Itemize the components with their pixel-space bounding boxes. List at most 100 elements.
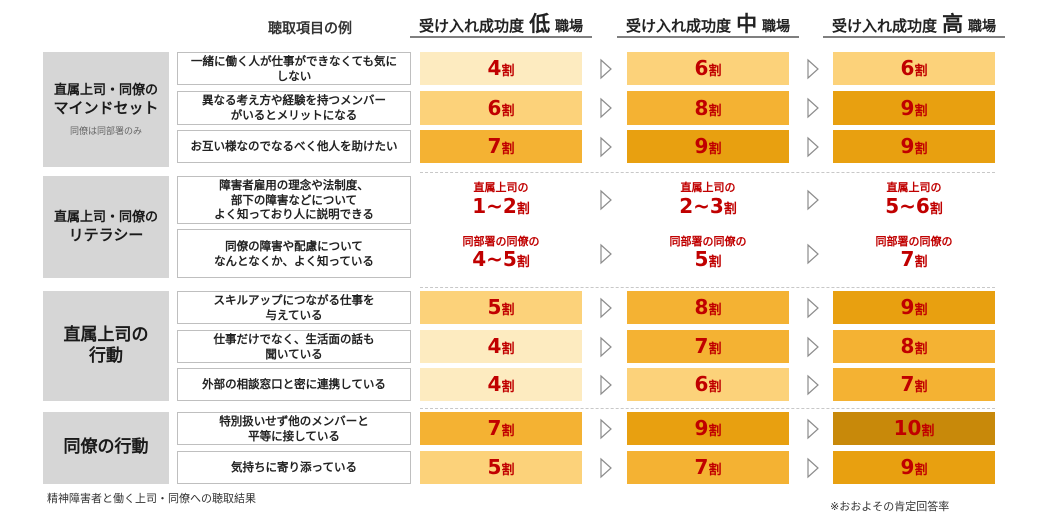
rate-value: 6割 <box>695 57 722 80</box>
survey-item: お互い様なのでなるべく他人を助けたい <box>177 130 411 163</box>
rate-value: 8割 <box>901 335 928 358</box>
rate-label: 直属上司の <box>680 181 736 195</box>
rate-unit: 割 <box>914 64 928 79</box>
survey-item: 特別扱いせず他のメンバーと 平等に接している <box>177 412 411 445</box>
group-separator <box>420 287 995 288</box>
rate-number: 7 <box>487 134 502 158</box>
rate-number: 4 <box>487 56 502 80</box>
rate-value: 9割 <box>695 417 722 440</box>
survey-item: 仕事だけでなく、生活面の話も 聞いている <box>177 330 411 363</box>
rate-value: 4~5割 <box>472 248 530 271</box>
rate-unit: 割 <box>516 255 530 271</box>
rate-cell: 4割 <box>420 368 582 401</box>
survey-item: 同僚の障害や配慮について なんとなくか、よく知っている <box>177 229 411 278</box>
rate-value: 7割 <box>901 248 928 271</box>
rate-cell: 6割 <box>627 368 789 401</box>
column-header-underline <box>410 36 592 38</box>
rate-number: 5 <box>487 455 502 479</box>
rate-unit: 割 <box>708 342 722 357</box>
example-items-header: 聴取項目の例 <box>268 21 352 37</box>
rate-unit: 割 <box>914 103 928 119</box>
group-title: 直属上司の 行動 <box>64 325 149 368</box>
chevron-right-icon <box>600 297 612 318</box>
survey-item: スキルアップにつながる仕事を 与えている <box>177 291 411 324</box>
group-title-line: 直属上司の <box>63 324 149 345</box>
rate-cell: 9割 <box>833 130 995 163</box>
chevron-right-icon <box>600 457 612 478</box>
rate-label: 同部署の同僚の <box>462 234 540 248</box>
rate-unit: 割 <box>708 303 722 318</box>
chevron-right-icon <box>600 418 612 439</box>
rate-unit: 割 <box>501 303 515 318</box>
rate-label: 同部署の同僚の <box>875 234 953 248</box>
rate-cell: 7割 <box>420 412 582 445</box>
rate-unit: 割 <box>501 64 515 79</box>
rate-unit: 割 <box>921 424 935 439</box>
rate-unit: 割 <box>501 342 515 357</box>
rate-cell: 直属上司の 5~6割 <box>833 176 995 224</box>
rate-number: 9 <box>900 134 915 158</box>
rate-value: 6割 <box>488 96 515 120</box>
rate-number: 8 <box>694 295 709 319</box>
rate-value: 4割 <box>488 57 515 80</box>
rate-label: 同部署の同僚の <box>669 234 747 248</box>
chevron-right-icon <box>807 336 819 357</box>
column-header-prefix: 受け入れ成功度 <box>418 17 530 35</box>
rate-value: 6割 <box>695 373 722 396</box>
chevron-right-icon <box>807 243 819 264</box>
chevron-right-icon <box>807 58 819 79</box>
rate-number: 7 <box>487 416 502 440</box>
rate-cell: 直属上司の 1~2割 <box>420 176 582 224</box>
rate-cell: 同部署の同僚の 5割 <box>627 229 789 278</box>
rate-value: 10割 <box>894 417 935 440</box>
rate-cell: 9割 <box>833 91 995 125</box>
rate-cell: 直属上司の 2~3割 <box>627 176 789 224</box>
rate-number: 8 <box>900 334 915 358</box>
chevron-right-icon <box>807 297 819 318</box>
rate-number: 7 <box>900 247 915 272</box>
chevron-right-icon <box>807 136 819 157</box>
rate-cell: 8割 <box>833 330 995 363</box>
rate-cell: 4割 <box>420 330 582 363</box>
rate-unit: 割 <box>929 201 943 217</box>
group-title-line: 同僚の行動 <box>63 437 149 458</box>
rate-cell: 6割 <box>833 52 995 85</box>
rate-cell: 9割 <box>833 291 995 324</box>
rate-value: 8割 <box>695 296 722 319</box>
rate-unit: 割 <box>914 303 928 318</box>
rate-value: 5~6割 <box>885 194 943 218</box>
group-title-line: 行動 <box>89 346 123 366</box>
rate-value: 5割 <box>695 248 722 271</box>
chevron-right-icon <box>600 336 612 357</box>
column-header-level: 低 <box>529 12 551 36</box>
chevron-right-icon <box>807 418 819 439</box>
chevron-right-icon <box>600 97 612 119</box>
rate-unit: 割 <box>708 255 722 271</box>
column-header-underline <box>823 36 1005 38</box>
rate-cell: 7割 <box>627 330 789 363</box>
rate-cell: 4割 <box>420 52 582 85</box>
rate-cell: 5割 <box>420 291 582 324</box>
rate-cell: 6割 <box>420 91 582 125</box>
rate-value: 2~3割 <box>679 194 737 218</box>
column-header-suffix: 職場 <box>550 19 584 35</box>
rate-cell: 9割 <box>627 130 789 163</box>
rate-cell: 8割 <box>627 91 789 125</box>
rate-unit: 割 <box>914 342 928 357</box>
rate-unit: 割 <box>708 463 722 478</box>
group-label: 直属上司・同僚の リテラシー <box>43 176 169 278</box>
rate-cell: 7割 <box>833 368 995 401</box>
rate-number: 6 <box>694 372 709 396</box>
group-title-line: 直属上司・同僚の <box>53 209 158 225</box>
rate-cell: 9割 <box>833 451 995 484</box>
survey-item: 気持ちに寄り添っている <box>177 451 411 484</box>
group-separator <box>420 172 995 173</box>
rate-number: 1~2 <box>472 193 517 218</box>
survey-item: 外部の相談窓口と密に連携している <box>177 368 411 401</box>
rate-number: 9 <box>900 455 915 479</box>
rate-label: 直属上司の <box>473 181 529 195</box>
rate-value: 7割 <box>695 456 722 479</box>
column-header-suffix: 職場 <box>963 19 997 35</box>
column-header-low: 受け入れ成功度 低 職場 <box>402 8 600 36</box>
rate-number: 7 <box>694 455 709 479</box>
